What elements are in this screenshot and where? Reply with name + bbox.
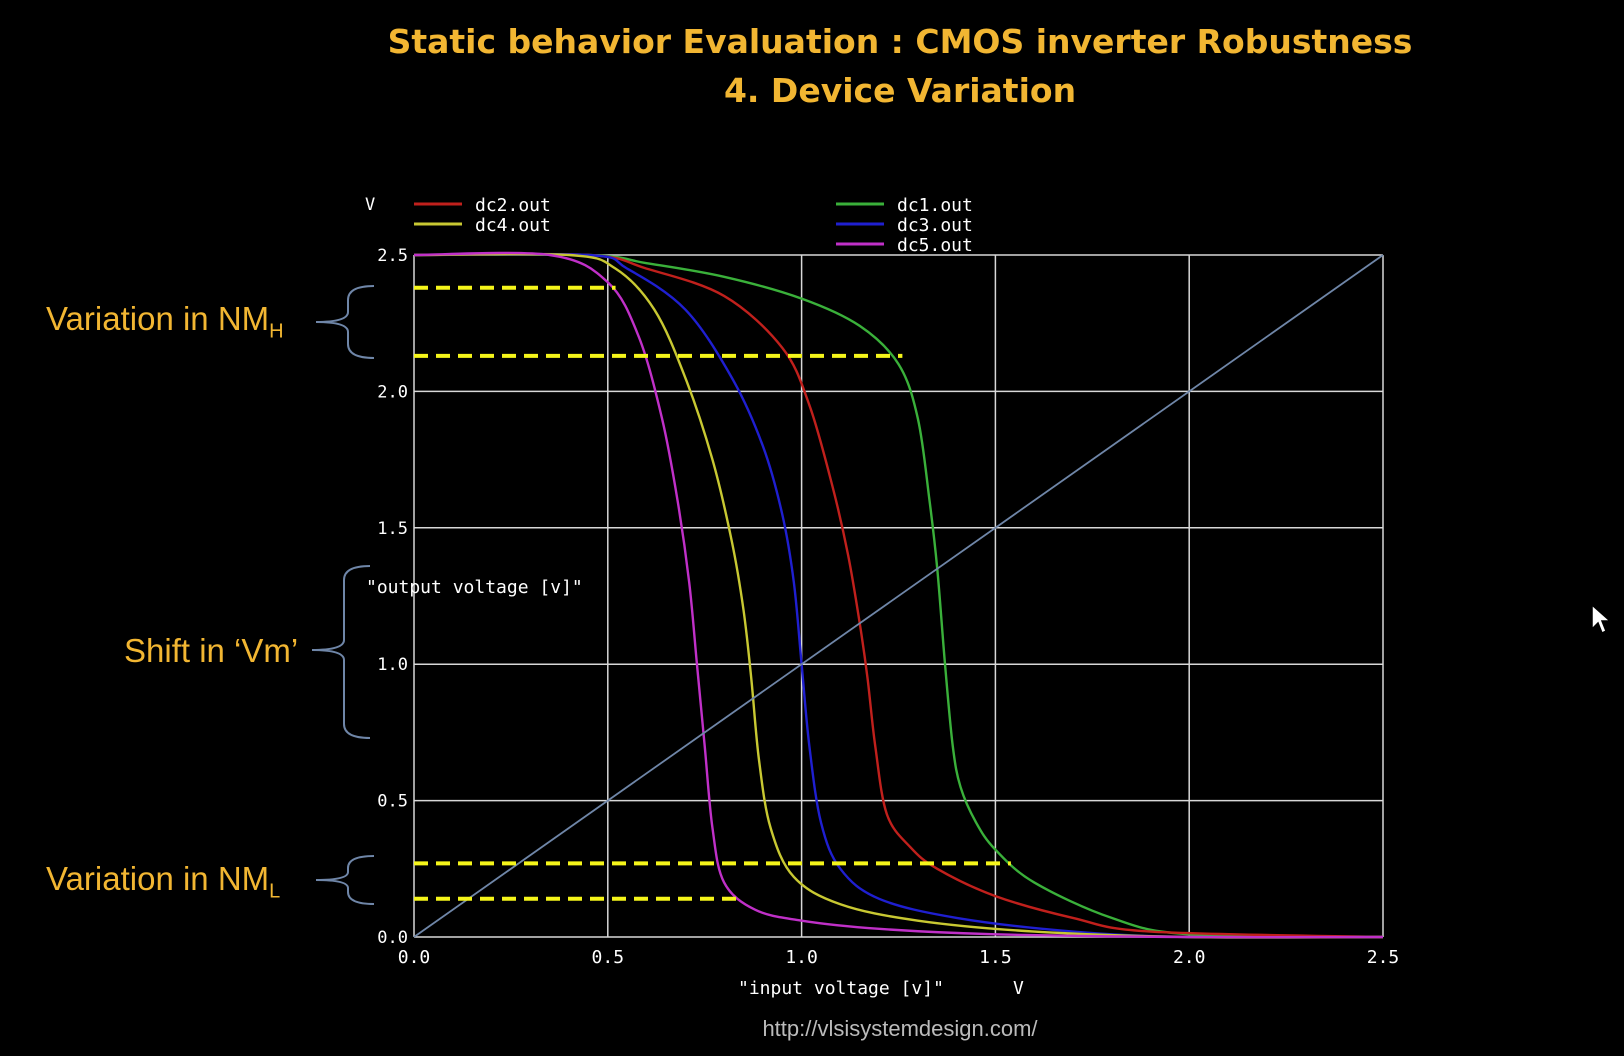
- x-tick-label: 1.5: [979, 947, 1012, 968]
- y-axis-unit: V: [365, 195, 375, 215]
- legend-label-dc4: dc4.out: [475, 215, 551, 236]
- legend: dc2.out dc4.out dc1.out dc3.out dc5.out: [414, 195, 973, 256]
- diagonal-line: [413, 254, 1384, 938]
- x-tick-label: 0.0: [398, 947, 431, 968]
- y-tick-label: 1.0: [377, 655, 408, 675]
- x-tick-label: 1.0: [785, 947, 818, 968]
- nmh-annotation-text: Variation in NM: [46, 300, 270, 337]
- x-tick-label: 2.5: [1367, 947, 1400, 968]
- slide-title: Static behavior Evaluation : CMOS invert…: [387, 22, 1413, 61]
- nml-annotation-text: Variation in NM: [46, 860, 270, 897]
- y-axis-label: "output voltage [v]": [366, 577, 583, 598]
- y-tick-label: 1.5: [377, 519, 408, 539]
- x-axis-label: "input voltage [v]": [738, 978, 944, 999]
- source-url[interactable]: http://vlsisystemdesign.com/: [762, 1016, 1038, 1041]
- vm-annotation: Shift in ‘Vm’: [124, 632, 299, 669]
- nml-annotation: Variation in NML: [46, 860, 280, 904]
- series-lines: [413, 251, 1384, 939]
- noise-margin-dashes: [414, 285, 1011, 901]
- grid: [413, 254, 1384, 938]
- y-tick-label: 2.5: [377, 246, 408, 266]
- legend-label-dc1: dc1.out: [897, 195, 973, 216]
- series-line-dc2-out: [413, 252, 1384, 939]
- nml-annotation-sub: L: [269, 880, 281, 903]
- vm-brace: [311, 565, 371, 739]
- slide-subtitle: 4. Device Variation: [723, 71, 1077, 110]
- nmh-brace: [315, 285, 375, 359]
- legend-label-dc5: dc5.out: [897, 235, 973, 256]
- mouse-cursor-icon: [1591, 603, 1612, 635]
- x-tick-label: 2.0: [1173, 947, 1206, 968]
- x-axis-unit: V: [1013, 978, 1024, 999]
- legend-label-dc2: dc2.out: [475, 195, 551, 216]
- nml-brace: [315, 855, 375, 905]
- series-line-dc5-out: [413, 251, 1384, 939]
- nmh-annotation-sub: H: [269, 320, 284, 343]
- y-tick-label: 0.5: [377, 792, 408, 812]
- series-line-dc4-out: [413, 252, 1384, 939]
- y-tick-label: 0.0: [377, 928, 408, 948]
- brace-group: [311, 285, 375, 905]
- legend-label-dc3: dc3.out: [897, 215, 973, 236]
- nmh-annotation: Variation in NMH: [46, 300, 284, 344]
- x-tick-label: 0.5: [592, 947, 625, 968]
- tick-labels: 0.0 0.5 1.0 1.5 2.0 2.5 0.0 0.5 1.0 1.5 2.0 2.5: [377, 246, 1399, 968]
- y-tick-label: 2.0: [377, 382, 408, 402]
